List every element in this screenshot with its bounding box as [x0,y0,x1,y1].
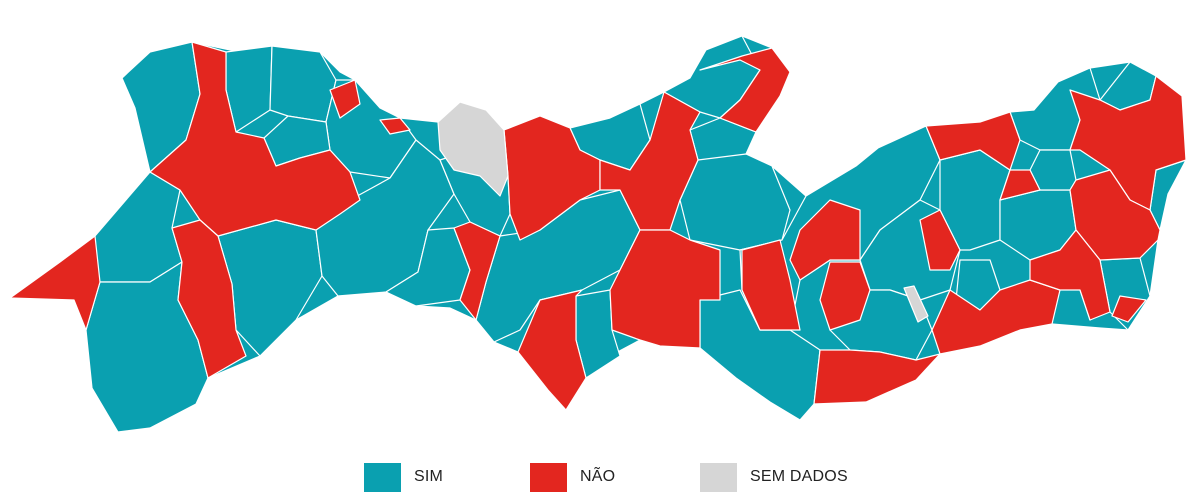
municipality-nao [9,235,101,331]
municipality-nao [999,169,1041,201]
municipality-nao [609,229,721,349]
legend-swatch-sem-dados [700,462,737,492]
municipality-nao [149,41,361,237]
legend-label-nao: NÃO [580,468,616,485]
municipality-nao [919,209,961,271]
municipality-nao [517,289,587,411]
municipality-sem-dados [437,101,509,197]
choropleth-map [9,35,1187,433]
municipality-nao [1069,169,1161,261]
legend-label-sim: SIM [414,468,444,485]
municipality-nao [379,117,411,135]
sim-regions [59,35,1187,433]
legend-swatch-sim [364,462,401,492]
municipality-nao [699,47,791,133]
legend-item-sem-dados: SEM DADOS [700,462,848,492]
municipality-nao [1069,75,1187,211]
municipality-sim [679,153,791,251]
municipality-nao [329,79,361,119]
municipality-nao [1029,229,1111,321]
legend-label-sem-dados: SEM DADOS [750,468,848,485]
municipality-nao [819,261,871,331]
municipality-nao [741,239,801,331]
legend: SIM NÃO SEM DADOS [0,462,1191,492]
municipality-nao [925,111,1021,171]
municipality-nao [1111,295,1147,323]
legend-item-sim: SIM [364,462,443,492]
municipality-sim [315,139,455,297]
municipality-nao [789,199,861,281]
nao-regions [9,41,1187,411]
municipality-sem-dados [903,285,929,323]
sem-dados-regions [437,101,929,323]
legend-item-nao: NÃO [530,462,615,492]
municipality-nao [503,115,601,241]
municipality-nao [599,91,701,231]
legend-swatch-nao [530,462,567,492]
municipality-nao [453,221,501,321]
municipality-nao [171,219,247,379]
